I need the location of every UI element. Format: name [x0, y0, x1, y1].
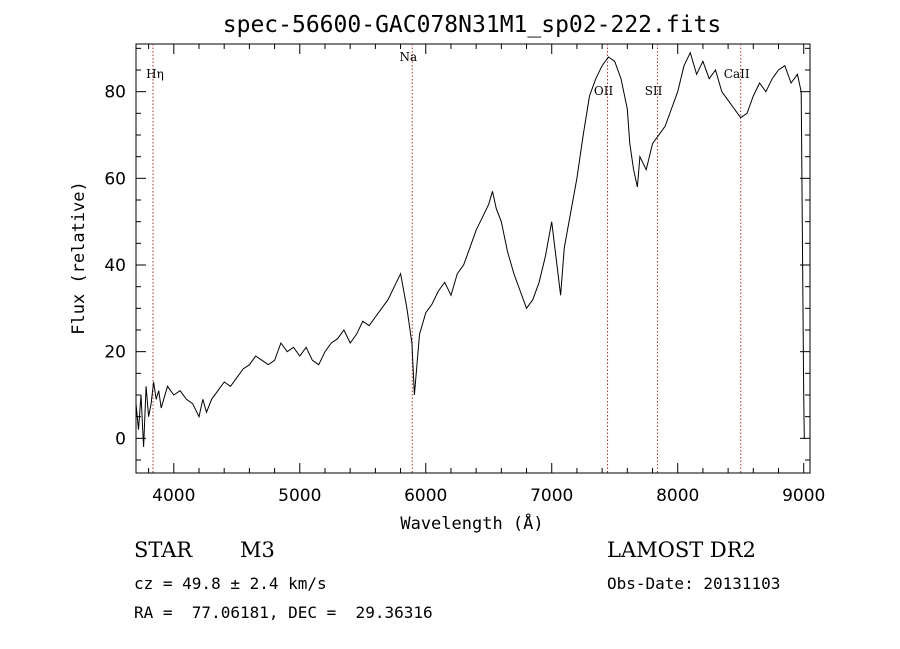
y-tick-label: 80 — [104, 83, 126, 103]
redshift-cz: cz = 49.8 ± 2.4 km/s — [134, 574, 327, 593]
plot-area: 4000 5000 6000 7000 8000 9000 0 20 40 60 80 Hη Na O… — [104, 43, 825, 506]
plot-frame — [135, 43, 811, 474]
y-tick-label: 40 — [104, 256, 126, 276]
x-tick-label: 6000 — [404, 486, 447, 506]
spectral-line-label: OII — [594, 84, 614, 98]
x-axis-label: Wavelength (Å) — [400, 512, 543, 534]
y-tick-label: 0 — [115, 429, 126, 449]
spectral-subclass: M3 — [240, 538, 275, 562]
spectral-line-label: Hη — [146, 67, 164, 81]
observation-date: Obs-Date: 20131103 — [607, 574, 781, 593]
spectrum-line — [135, 51, 805, 448]
chart-title: spec-56600-GAC078N31M1_sp02-222.fits — [223, 12, 722, 38]
survey-name: LAMOST DR2 — [607, 538, 756, 562]
y-tick-label: 20 — [104, 343, 126, 363]
y-axis-label: Flux (relative) — [69, 181, 89, 335]
y-tick-label: 60 — [104, 169, 126, 189]
x-tick-label: 8000 — [656, 486, 699, 506]
y-axis: 0 20 40 60 80 — [104, 47, 810, 461]
spectral-line-label: Na — [399, 50, 417, 64]
coordinates: RA = 77.06181, DEC = 29.36316 — [134, 603, 433, 622]
spectral-line-label: SII — [645, 84, 663, 98]
spectral-lines: Hη Na OII SII CaII — [146, 44, 750, 473]
x-axis: 4000 5000 6000 7000 8000 9000 — [148, 44, 825, 506]
x-tick-label: 7000 — [530, 486, 573, 506]
spectral-line-label: CaII — [724, 67, 750, 81]
x-tick-label: 4000 — [152, 486, 195, 506]
x-tick-label: 5000 — [278, 486, 321, 506]
x-tick-label: 9000 — [782, 486, 825, 506]
object-type: STAR — [134, 538, 193, 562]
